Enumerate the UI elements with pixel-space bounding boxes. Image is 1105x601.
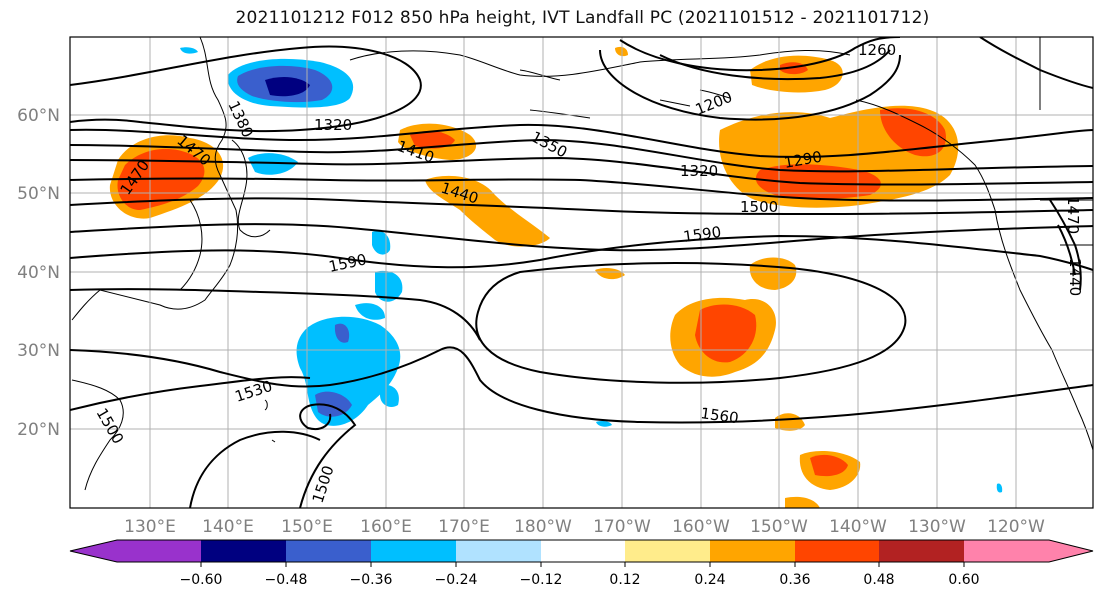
lon-label: 180°W	[514, 517, 572, 537]
colorbar-segment	[371, 540, 456, 562]
lon-label: 130°E	[124, 517, 176, 537]
height-contours	[70, 37, 1093, 508]
lon-label: 150°W	[750, 517, 808, 537]
colorbar-segment	[456, 540, 541, 562]
graticule	[70, 37, 1093, 508]
contour-label: 1470	[1064, 196, 1082, 234]
lat-label: 30°N	[17, 341, 60, 361]
colorbar-tick-label: 0.48	[863, 572, 894, 588]
lon-label: 170°W	[593, 517, 651, 537]
colorbar-segment	[879, 540, 964, 562]
lon-label: 140°W	[829, 517, 887, 537]
colorbar-tick-label: −0.12	[520, 572, 563, 588]
lat-label: 20°N	[17, 420, 60, 440]
colorbar-tick-label: −0.24	[435, 572, 478, 588]
contour-label: 1260	[858, 41, 896, 59]
colorbar-segment	[286, 540, 371, 562]
colorbar-segment	[710, 540, 795, 562]
lon-labels: 130°E 140°E 150°E 160°E 170°E 180°W 170°…	[124, 517, 1045, 537]
lon-label: 160°W	[672, 517, 730, 537]
lat-labels: 60°N 50°N 40°N 30°N 20°N	[17, 106, 60, 440]
colorbar-tick-label: −0.48	[265, 572, 308, 588]
lon-label: 140°E	[202, 517, 254, 537]
colorbar-tick-label: 0.24	[694, 572, 725, 588]
colorbar-tick-label: 0.60	[948, 572, 979, 588]
ivt-negative-shading	[180, 47, 1003, 493]
lon-label: 150°E	[281, 517, 333, 537]
lat-label: 60°N	[17, 106, 60, 126]
colorbar-tick-label: −0.60	[180, 572, 223, 588]
colorbar-segment	[625, 540, 710, 562]
colorbar-segment	[70, 540, 201, 562]
colorbar-tick-label: 0.36	[779, 572, 810, 588]
contour-label: 1590	[682, 223, 722, 246]
map-area: 1260 1200 1320 1350 1320 1290 1380 1410 …	[70, 37, 1093, 508]
map-frame	[69, 36, 1094, 509]
colorbar-segment	[795, 540, 879, 562]
colorbar: −0.60 −0.48 −0.36 −0.24 −0.12 0.12 0.24 …	[69, 539, 1094, 588]
colorbar-segment	[541, 540, 625, 562]
colorbar-tick-label: 0.12	[609, 572, 640, 588]
contour-label: 1320	[680, 162, 718, 180]
lat-label: 40°N	[17, 263, 60, 283]
contour-label: 1560	[699, 404, 739, 427]
contour-label: 1500	[740, 198, 778, 216]
colorbar-segment	[964, 540, 1093, 562]
colorbar-segment	[201, 540, 286, 562]
lat-label: 50°N	[17, 184, 60, 204]
lon-label: 170°E	[438, 517, 490, 537]
map-title: 2021101212 F012 850 hPa height, IVT Land…	[235, 8, 930, 28]
contour-label: 1320	[314, 116, 352, 134]
lon-label: 130°W	[908, 517, 966, 537]
lon-label: 120°W	[987, 517, 1045, 537]
contour-label: 1440	[1066, 258, 1084, 296]
lon-label: 160°E	[360, 517, 412, 537]
colorbar-tick-label: −0.36	[350, 572, 393, 588]
